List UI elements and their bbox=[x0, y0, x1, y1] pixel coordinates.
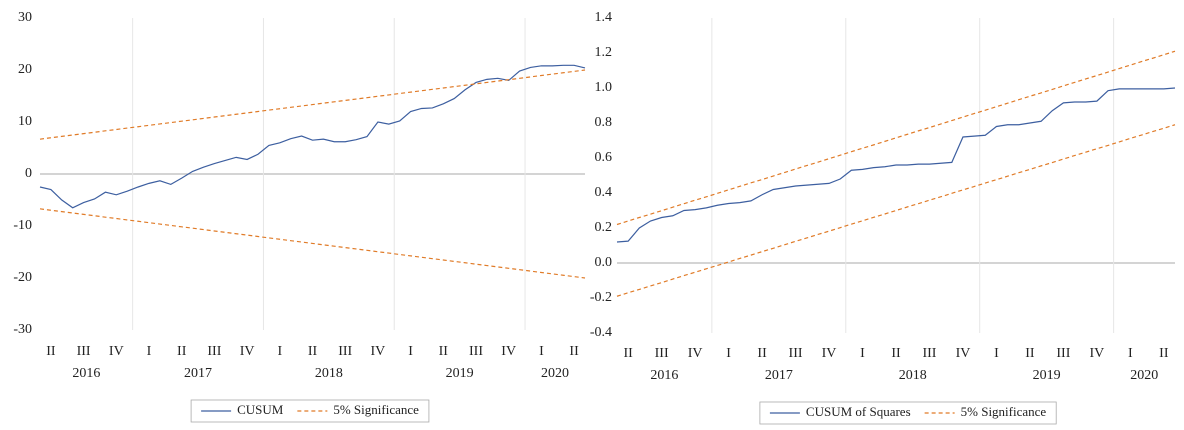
x-tick-label: I bbox=[147, 344, 152, 359]
x-tick-label: I bbox=[408, 344, 413, 359]
y-tick-label: -0.2 bbox=[590, 290, 612, 305]
x-tick-label: II bbox=[177, 344, 187, 359]
series-line bbox=[39, 69, 586, 140]
x-tick-label: II bbox=[308, 344, 318, 359]
y-tick-label: 0.2 bbox=[595, 220, 613, 235]
x-tick-label: IV bbox=[501, 344, 516, 359]
legend-label: 5% Significance bbox=[961, 404, 1047, 419]
legend-label: 5% Significance bbox=[333, 402, 419, 417]
y-tick-label: 1.0 bbox=[595, 80, 613, 95]
y-tick-label: 0.8 bbox=[595, 115, 613, 130]
x-tick-label: III bbox=[338, 344, 352, 359]
x-tick-label: I bbox=[539, 344, 544, 359]
legend-label: CUSUM bbox=[237, 402, 284, 417]
series-line bbox=[616, 50, 1176, 226]
y-tick-label: 20 bbox=[18, 62, 32, 77]
chart: 1.41.21.00.80.60.40.20.0-0.2-0.4II III IV I… bbox=[590, 10, 1176, 425]
x-tick-label: IV bbox=[371, 344, 386, 359]
series-line bbox=[616, 87, 1176, 243]
legend-label: CUSUM of Squares bbox=[806, 404, 911, 419]
y-tick-label: -20 bbox=[13, 270, 32, 285]
x-tick-label: II bbox=[439, 344, 449, 359]
x-group-label: 2018 bbox=[315, 366, 343, 381]
x-tick-label: II bbox=[623, 346, 633, 361]
x-tick-label: I bbox=[726, 346, 731, 361]
x-group-label: 2016 bbox=[650, 368, 678, 383]
x-tick-label: II bbox=[46, 344, 56, 359]
x-tick-label: I bbox=[994, 346, 999, 361]
x-tick-label: IV bbox=[822, 346, 837, 361]
y-tick-label: 0.4 bbox=[595, 185, 613, 200]
x-tick-label: IV bbox=[240, 344, 255, 359]
y-tick-label: 0.6 bbox=[595, 150, 613, 165]
x-tick-label: III bbox=[789, 346, 803, 361]
x-tick-label: II bbox=[1159, 346, 1169, 361]
legend: CUSUM 5% Significance bbox=[190, 399, 430, 423]
y-tick-label: 0.0 bbox=[595, 255, 613, 270]
x-tick-label: I bbox=[1128, 346, 1133, 361]
x-tick-label: III bbox=[922, 346, 936, 361]
y-tick-label: -30 bbox=[13, 322, 32, 337]
x-tick-label: II bbox=[757, 346, 767, 361]
x-tick-label: II bbox=[569, 344, 579, 359]
y-tick-label: -0.4 bbox=[590, 325, 612, 340]
x-tick-label: III bbox=[77, 344, 91, 359]
series-line bbox=[616, 124, 1176, 297]
y-tick-label: -10 bbox=[13, 218, 32, 233]
legend-box bbox=[190, 399, 430, 423]
legend: CUSUM of Squares 5% Significance bbox=[759, 401, 1057, 425]
x-tick-label: IV bbox=[109, 344, 124, 359]
x-tick-label: I bbox=[277, 344, 282, 359]
series-line bbox=[39, 64, 586, 209]
x-tick-label: III bbox=[469, 344, 483, 359]
x-tick-label: II bbox=[891, 346, 901, 361]
x-tick-label: IV bbox=[688, 346, 703, 361]
y-tick-label: 1.4 bbox=[595, 10, 613, 25]
y-tick-label: 30 bbox=[18, 10, 32, 25]
legend-box bbox=[759, 401, 1057, 425]
y-tick-label: 10 bbox=[18, 114, 32, 129]
x-group-label: 2017 bbox=[765, 368, 793, 383]
y-tick-label: 0 bbox=[25, 166, 32, 181]
y-tick-label: 1.2 bbox=[595, 45, 613, 60]
x-tick-label: II bbox=[1025, 346, 1035, 361]
x-group-label: 2019 bbox=[1033, 368, 1061, 383]
x-tick-label: IV bbox=[956, 346, 971, 361]
series-line bbox=[39, 208, 586, 279]
x-tick-label: III bbox=[207, 344, 221, 359]
x-tick-label: IV bbox=[1089, 346, 1104, 361]
x-tick-label: III bbox=[655, 346, 669, 361]
x-group-label: 2018 bbox=[899, 368, 927, 383]
x-group-label: 2019 bbox=[446, 366, 474, 381]
x-tick-label: III bbox=[1056, 346, 1070, 361]
x-tick-label: I bbox=[860, 346, 865, 361]
x-group-label: 2020 bbox=[541, 366, 569, 381]
x-group-label: 2020 bbox=[1130, 368, 1158, 383]
x-group-label: 2017 bbox=[184, 366, 212, 381]
x-group-label: 2016 bbox=[72, 366, 100, 381]
